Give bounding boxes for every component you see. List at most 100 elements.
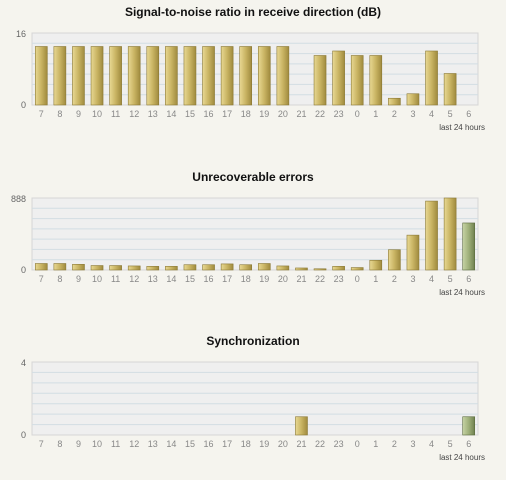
sync-xtick: 12 xyxy=(129,439,139,449)
snr-chart-title: Signal-to-noise ratio in receive directi… xyxy=(124,5,382,19)
errors-xtick: 20 xyxy=(278,274,288,284)
errors-plot-area xyxy=(31,197,479,271)
errors-bar xyxy=(388,249,401,271)
sync-xtick: 10 xyxy=(92,439,102,449)
errors-xtick: 17 xyxy=(222,274,232,284)
sync-xtick: 9 xyxy=(76,439,81,449)
sync-bar xyxy=(462,416,476,436)
sync-chart-title: Synchronization xyxy=(206,334,300,348)
errors-bar xyxy=(462,222,476,271)
errors-xtick: 4 xyxy=(429,274,434,284)
snr-bar xyxy=(90,46,104,106)
errors-xtick: 22 xyxy=(315,274,325,284)
errors-bar xyxy=(257,263,271,271)
snr-xtick: 6 xyxy=(466,109,471,119)
errors-bar xyxy=(127,265,141,271)
snr-bar xyxy=(406,93,420,106)
snr-ytick-top: 16 xyxy=(16,29,26,39)
snr-bar xyxy=(220,46,234,106)
snr-xtick: 22 xyxy=(315,109,325,119)
errors-xtick: 3 xyxy=(410,274,415,284)
errors-xtick: 1 xyxy=(373,274,378,284)
errors-bar xyxy=(239,264,253,271)
snr-bar xyxy=(313,55,327,106)
sync-xtick: 11 xyxy=(111,439,120,449)
snr-xtick: 10 xyxy=(92,109,102,119)
snr-bar xyxy=(350,55,364,106)
snr-xtick: 16 xyxy=(204,109,214,119)
snr-bar xyxy=(388,97,401,106)
errors-bar xyxy=(146,266,160,271)
snr-bar xyxy=(239,46,253,106)
errors-bar xyxy=(72,264,85,271)
snr-bar xyxy=(276,46,290,106)
errors-xtick: 9 xyxy=(76,274,81,284)
sync-xtick: 4 xyxy=(429,439,434,449)
sync-xtick: 1 xyxy=(373,439,378,449)
sync-xtick: 13 xyxy=(148,439,158,449)
errors-bar xyxy=(183,264,197,271)
sync-xtick: 18 xyxy=(241,439,251,449)
errors-bar xyxy=(425,200,438,271)
errors-xtick: 7 xyxy=(39,274,44,284)
snr-bar xyxy=(369,55,383,106)
errors-bar xyxy=(313,268,327,271)
sync-xtick: 15 xyxy=(185,439,195,449)
errors-xtick: 2 xyxy=(392,274,397,284)
errors-chart-title: Unrecoverable errors xyxy=(192,170,314,184)
snr-xtick: 3 xyxy=(410,109,415,119)
sync-xtick: 5 xyxy=(448,439,453,449)
errors-xtick: 11 xyxy=(111,274,120,284)
sync-xtick: 21 xyxy=(296,439,306,449)
snr-xtick: 7 xyxy=(39,109,44,119)
snr-xtick: 8 xyxy=(57,109,62,119)
snr-bar xyxy=(72,46,85,106)
snr-bar xyxy=(183,46,197,106)
sync-xtick: 2 xyxy=(392,439,397,449)
snr-bar xyxy=(425,50,438,106)
errors-xtick: 19 xyxy=(259,274,269,284)
errors-xtick: 13 xyxy=(148,274,158,284)
errors-bar xyxy=(350,267,364,271)
errors-bar xyxy=(369,259,383,271)
errors-bar xyxy=(53,263,67,271)
snr-xtick: 5 xyxy=(448,109,453,119)
errors-bar xyxy=(406,234,420,271)
snr-bar xyxy=(443,73,457,106)
snr-bar xyxy=(109,46,122,106)
snr-bar xyxy=(257,46,271,106)
snr-xtick: 1 xyxy=(373,109,378,119)
errors-xtick: 23 xyxy=(334,274,344,284)
snr-bar xyxy=(165,46,178,106)
errors-xtick: 8 xyxy=(57,274,62,284)
snr-xtick: 23 xyxy=(334,109,344,119)
sync-xtick: 7 xyxy=(39,439,44,449)
errors-xtick: 5 xyxy=(448,274,453,284)
sync-xtick: 14 xyxy=(166,439,176,449)
snr-xtick: 0 xyxy=(355,109,360,119)
snr-bar xyxy=(127,46,141,106)
snr-chart-panel: Signal-to-noise ratio in receive directi… xyxy=(0,0,506,160)
snr-bar xyxy=(146,46,160,106)
errors-xtick: 21 xyxy=(296,274,306,284)
errors-xtick: 12 xyxy=(129,274,139,284)
errors-ytick-top: 888 xyxy=(11,194,26,204)
errors-bar xyxy=(109,265,122,271)
snr-xtick: 14 xyxy=(166,109,176,119)
errors-ytick-bottom: 0 xyxy=(21,265,26,275)
sync-xtick: 20 xyxy=(278,439,288,449)
sync-xtick: 17 xyxy=(222,439,232,449)
sync-xtick: 23 xyxy=(334,439,344,449)
errors-xtick: 18 xyxy=(241,274,251,284)
errors-bar xyxy=(202,264,215,271)
sync-ytick-bottom: 0 xyxy=(21,430,26,440)
errors-bar xyxy=(165,266,178,271)
snr-xlabel: last 24 hours xyxy=(439,123,485,132)
sync-xtick: 22 xyxy=(315,439,325,449)
errors-chart-panel: Unrecoverable errors 888 0 7 8 9 10 11 12 13 14 15… xyxy=(11,170,485,297)
snr-xtick: 11 xyxy=(111,109,120,119)
sync-ytick-top: 4 xyxy=(21,358,26,368)
